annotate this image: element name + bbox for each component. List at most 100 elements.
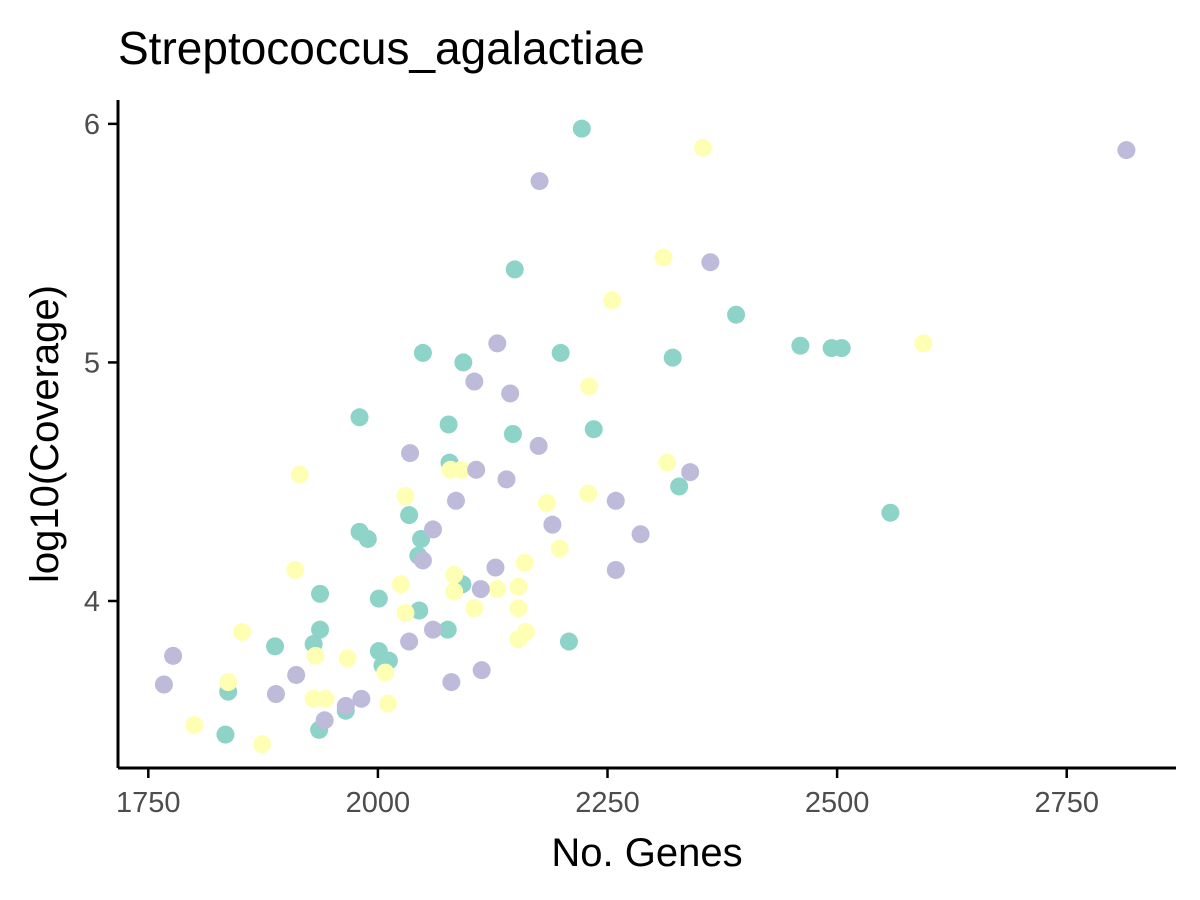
data-point (670, 477, 689, 496)
data-point (376, 663, 395, 682)
data-point (472, 661, 491, 680)
series-3 (154, 141, 1136, 730)
x-tick-label: 2500 (805, 787, 870, 819)
x-tick-label: 1750 (116, 787, 181, 819)
data-point (396, 487, 415, 506)
data-point (315, 711, 334, 730)
data-point (505, 260, 524, 279)
data-point (290, 465, 309, 484)
data-point (286, 560, 305, 579)
data-point (316, 689, 335, 708)
data-point (497, 470, 516, 489)
data-point (185, 716, 204, 735)
data-point (606, 491, 625, 510)
data-point (413, 551, 432, 570)
data-point (336, 696, 355, 715)
data-point (379, 694, 398, 713)
data-point (467, 460, 486, 479)
data-point (501, 384, 520, 403)
data-point (154, 675, 173, 694)
data-point (1117, 141, 1136, 160)
data-point (391, 575, 410, 594)
data-point (488, 334, 507, 353)
y-axis-ticks: 4 5 6 (84, 109, 118, 618)
x-axis-title: No. Genes (551, 831, 742, 875)
data-point (266, 685, 285, 704)
x-axis-ticks: 1750 2000 2250 2500 2750 (116, 768, 1099, 819)
data-point (219, 673, 238, 692)
data-point (400, 632, 419, 651)
data-point (881, 503, 900, 522)
y-tick-label: 5 (84, 347, 100, 379)
data-point (914, 334, 933, 353)
data-point (509, 577, 528, 596)
data-point (631, 525, 650, 544)
data-point (287, 665, 306, 684)
data-point (424, 620, 443, 639)
data-point (572, 119, 591, 138)
data-point (606, 560, 625, 579)
data-point (694, 138, 713, 157)
data-point (529, 436, 548, 455)
data-point (791, 336, 810, 355)
data-point (445, 582, 464, 601)
data-point (410, 601, 429, 620)
data-point (551, 343, 570, 362)
data-point (543, 515, 562, 534)
series-2 (185, 138, 933, 754)
data-point (465, 372, 484, 391)
data-point (164, 646, 183, 665)
data-point (559, 632, 578, 651)
points-layer (154, 119, 1136, 754)
data-point (401, 444, 420, 463)
data-point (253, 735, 272, 754)
data-point (216, 725, 235, 744)
data-point (584, 420, 603, 439)
data-point (509, 599, 528, 618)
data-point (454, 353, 473, 372)
data-point (658, 453, 677, 472)
data-point (832, 339, 851, 358)
data-point (452, 460, 471, 479)
data-point (445, 565, 464, 584)
data-point (503, 425, 522, 443)
data-point (603, 291, 622, 310)
data-point (439, 415, 458, 434)
data-point (727, 305, 746, 324)
data-point (488, 580, 507, 599)
x-tick-label: 2250 (575, 787, 640, 819)
data-point (232, 623, 251, 642)
data-point (471, 580, 490, 599)
data-point (537, 494, 556, 513)
data-point (442, 673, 461, 692)
data-point (338, 649, 357, 668)
data-point (663, 348, 682, 367)
data-point (509, 630, 528, 649)
data-point (438, 620, 457, 639)
y-tick-label: 6 (84, 109, 100, 141)
data-point (446, 491, 465, 510)
data-point (311, 584, 330, 603)
data-point (413, 343, 432, 362)
data-point (369, 589, 388, 608)
data-point (311, 620, 330, 639)
data-point (352, 689, 371, 708)
data-point (530, 172, 549, 191)
data-point (306, 646, 325, 665)
data-point (550, 539, 569, 558)
data-point (396, 603, 415, 622)
data-point (358, 529, 377, 548)
y-axis-title: log10(Coverage) (23, 285, 67, 583)
data-point (580, 377, 599, 396)
x-tick-label: 2750 (1034, 787, 1099, 819)
data-point (681, 463, 700, 482)
x-tick-label: 2000 (346, 787, 411, 819)
data-point (654, 248, 673, 267)
data-point (515, 553, 534, 572)
y-tick-label: 4 (84, 586, 100, 618)
data-point (400, 506, 419, 525)
data-point (701, 253, 720, 272)
data-point (350, 408, 369, 427)
